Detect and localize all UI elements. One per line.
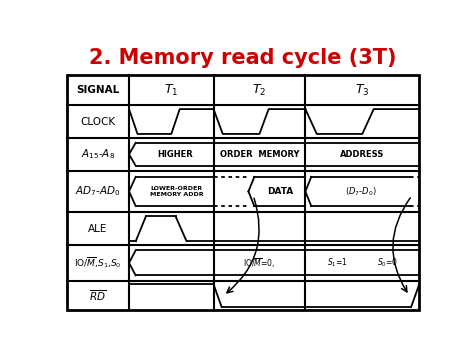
Text: ALE: ALE (88, 224, 108, 234)
Text: $T_2$: $T_2$ (252, 83, 266, 98)
Text: ORDER  MEMORY: ORDER MEMORY (220, 150, 299, 159)
Text: IO/$\overline{M}$=0,: IO/$\overline{M}$=0, (243, 256, 275, 270)
Text: ADDRESS: ADDRESS (340, 150, 384, 159)
Text: IO/$\overline{M}$,$S_1$,$S_0$: IO/$\overline{M}$,$S_1$,$S_0$ (74, 256, 122, 270)
Text: $(D_7$-$D_0)$: $(D_7$-$D_0)$ (345, 185, 376, 198)
Text: SIGNAL: SIGNAL (76, 85, 119, 95)
Text: $T_1$: $T_1$ (164, 83, 179, 98)
Text: $S_0$=0: $S_0$=0 (377, 257, 398, 269)
Text: CLOCK: CLOCK (80, 116, 115, 126)
Text: $T_3$: $T_3$ (355, 83, 370, 98)
Text: HIGHER: HIGHER (157, 150, 193, 159)
Text: LOWER-ORDER
MEMORY ADDR: LOWER-ORDER MEMORY ADDR (150, 186, 204, 197)
Text: $\overline{RD}$: $\overline{RD}$ (89, 288, 107, 303)
Text: $AD_7$-$AD_0$: $AD_7$-$AD_0$ (75, 185, 120, 198)
Text: DATA: DATA (267, 187, 293, 196)
Bar (66, 75, 419, 311)
Text: 2. Memory read cycle (3T): 2. Memory read cycle (3T) (89, 48, 397, 68)
Text: $A_{15}$-$A_8$: $A_{15}$-$A_8$ (81, 147, 115, 161)
Text: $S_1$=1: $S_1$=1 (327, 257, 348, 269)
